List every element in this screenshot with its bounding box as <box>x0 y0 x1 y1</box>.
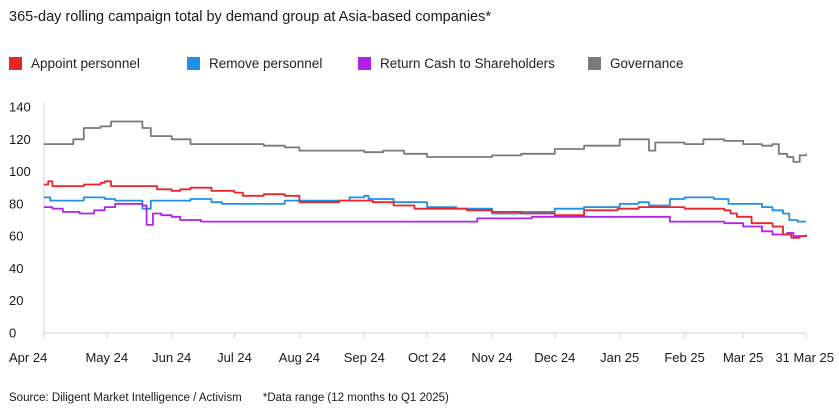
y-tick-label-100: 100 <box>9 164 31 179</box>
return-cash-line <box>44 203 807 237</box>
y-tick-label-140: 140 <box>9 100 31 115</box>
legend-swatch-appoint-personnel <box>9 57 22 70</box>
legend-item-appoint-personnel: Appoint personnel <box>9 56 140 71</box>
x-tick-label-1: May 24 <box>85 350 128 365</box>
x-tick-label-7: Nov 24 <box>471 350 512 365</box>
legend-label-governance: Governance <box>610 56 684 71</box>
legend-swatch-remove-personnel <box>187 57 200 70</box>
y-tick-label-80: 80 <box>9 196 23 211</box>
x-tick-label-10: Feb 25 <box>664 350 704 365</box>
appoint-personnel-line <box>44 180 807 239</box>
legend-item-remove-personnel: Remove personnel <box>187 56 322 71</box>
x-tick-label-0: Apr 24 <box>9 350 47 365</box>
legend-swatch-governance <box>588 57 601 70</box>
x-tick-label-6: Oct 24 <box>408 350 446 365</box>
x-tick-label-11: Mar 25 <box>723 350 763 365</box>
x-tick-label-9: Jan 25 <box>600 350 639 365</box>
legend-label-return-cash: Return Cash to Shareholders <box>380 56 555 71</box>
x-tick-label-2: Jun 24 <box>152 350 191 365</box>
legend-swatch-return-cash <box>358 57 371 70</box>
legend-label-remove-personnel: Remove personnel <box>209 56 323 71</box>
y-tick-label-20: 20 <box>9 293 23 308</box>
y-tick-label-0: 0 <box>9 326 16 341</box>
x-tick-label-4: Aug 24 <box>279 350 320 365</box>
chart-footer: Source: Diligent Market Intelligence / A… <box>9 392 467 404</box>
source-note: Source: Diligent Market Intelligence / A… <box>9 392 242 404</box>
x-tick-label-12: 31 Mar 25 <box>775 350 834 365</box>
y-tick-label-120: 120 <box>9 132 31 147</box>
remove-personnel-line <box>44 194 806 223</box>
x-tick-label-3: Jul 24 <box>217 350 252 365</box>
governance-line <box>44 120 807 163</box>
chart-legend: Appoint personnel Remove personnel Retur… <box>9 56 829 76</box>
legend-item-governance: Governance <box>588 56 684 71</box>
legend-label-appoint-personnel: Appoint personnel <box>31 56 140 71</box>
chart-title: 365-day rolling campaign total by demand… <box>9 9 492 25</box>
y-tick-label-40: 40 <box>9 261 23 276</box>
y-tick-label-60: 60 <box>9 229 23 244</box>
x-tick-label-5: Sep 24 <box>344 350 385 365</box>
legend-item-return-cash: Return Cash to Shareholders <box>358 56 555 71</box>
data-range-note: *Data range (12 months to Q1 2025) <box>262 392 449 404</box>
x-tick-label-8: Dec 24 <box>534 350 575 365</box>
